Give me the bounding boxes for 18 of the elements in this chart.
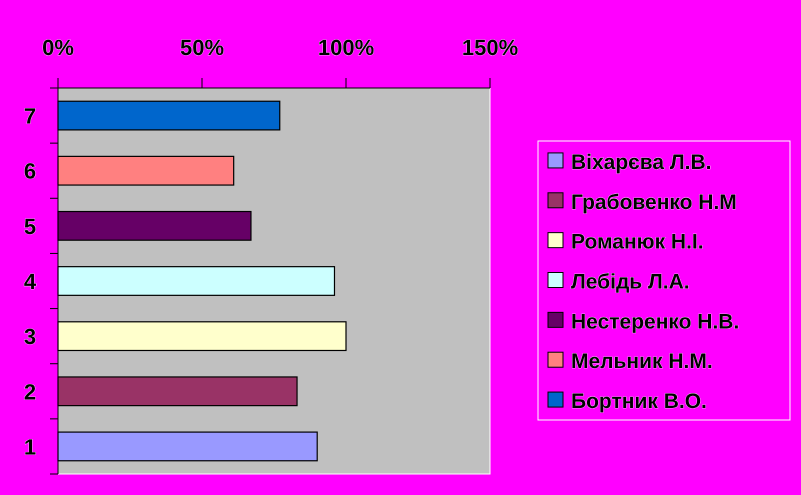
y-tick-label: 3 bbox=[24, 324, 36, 350]
legend-label: Грабовенко Н.М bbox=[571, 190, 737, 214]
y-tick-label: 6 bbox=[24, 158, 36, 184]
y-tick-label: 2 bbox=[24, 379, 36, 404]
y-tick-label: 7 bbox=[24, 104, 36, 129]
legend-label: Нестеренко Н.В. bbox=[571, 310, 740, 334]
legend-label: Віхарєва Л.В. bbox=[571, 150, 712, 174]
y-tick-label: 5 bbox=[24, 214, 36, 239]
x-tick-label: 0% bbox=[42, 35, 74, 60]
y-tick-label: 1 bbox=[24, 434, 36, 460]
x-tick-label: 150% bbox=[462, 35, 518, 60]
legend-label: Романюк Н.І. bbox=[571, 230, 704, 254]
legend-label: Мельник Н.М. bbox=[571, 350, 713, 374]
legend-label: Лебідь Л.А. bbox=[571, 270, 690, 294]
x-tick-label: 100% bbox=[318, 35, 374, 60]
x-tick-label: 50% bbox=[180, 35, 224, 60]
legend-label: Бортник В.О. bbox=[571, 390, 707, 414]
y-tick-label: 4 bbox=[24, 269, 37, 294]
